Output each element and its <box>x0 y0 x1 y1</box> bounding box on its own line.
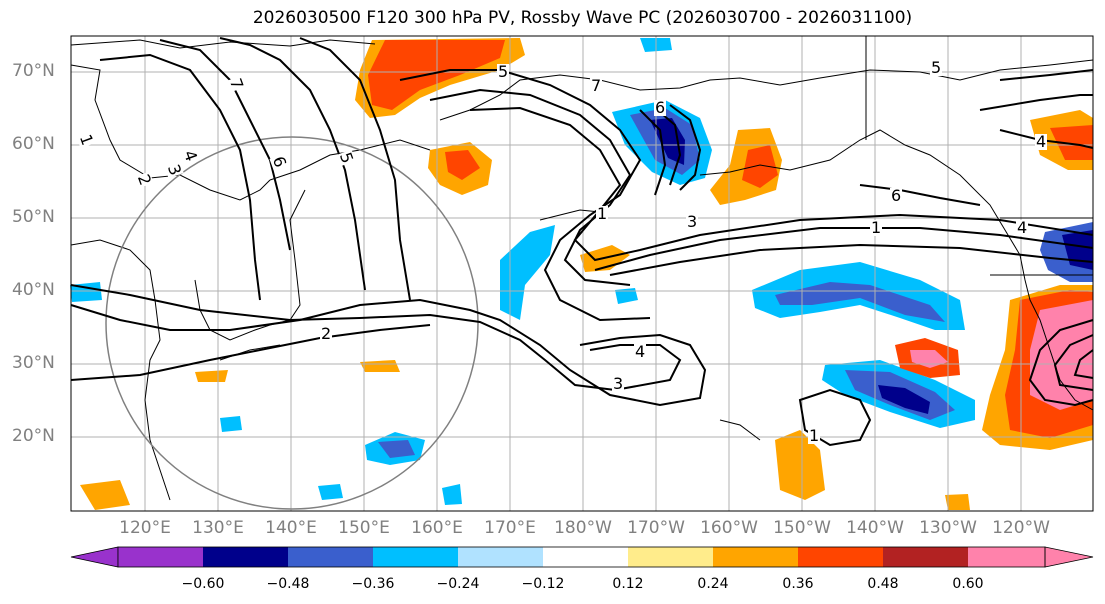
lon-label-140e: 140°E <box>265 518 317 538</box>
colorbar-bin-5 <box>458 547 543 567</box>
contour-label: 6 <box>890 186 903 205</box>
lat-label-70n: 70°N <box>12 61 55 81</box>
contour-label: 4 <box>1016 218 1029 237</box>
lat-label-30n: 30°N <box>12 353 55 373</box>
positive-anomaly-small-6 <box>195 370 228 382</box>
map-background <box>71 36 1093 511</box>
positive-anomaly-kamchatka-core <box>445 150 480 180</box>
positive-anomaly-small-4 <box>360 360 400 372</box>
colorbar-tick: 0.24 <box>697 576 729 592</box>
lat-label-60n: 60°N <box>12 134 55 154</box>
lat-label-20n: 20°N <box>12 426 55 446</box>
colorbar-bin-7 <box>628 547 713 567</box>
negative-anomaly-small-2-core <box>378 440 415 458</box>
contour-label: 1 <box>596 204 609 223</box>
colorbar-bin-4 <box>373 547 458 567</box>
lon-label-120e: 120°E <box>119 518 171 538</box>
colorbar-tick: 0.60 <box>952 576 984 592</box>
colorbar-low-extension <box>70 546 119 568</box>
colorbar-tick: −0.48 <box>266 576 310 592</box>
lat-label-40n: 40°N <box>12 280 55 300</box>
negative-anomaly-small-7 <box>442 484 462 505</box>
contour-label: 7 <box>590 76 603 95</box>
colorbar-bin-10 <box>883 547 968 567</box>
contour-label: 4 <box>634 342 647 361</box>
map-title: 2026030500 F120 300 hPa PV, Rossby Wave … <box>252 8 913 28</box>
positive-anomaly-small-3 <box>80 480 130 510</box>
contour-label: 1 <box>808 426 821 445</box>
lon-label-120w: 120°W <box>992 518 1050 538</box>
colorbar-bin-8 <box>713 547 798 567</box>
negative-anomaly-small-4 <box>220 416 242 432</box>
negative-anomaly-pacific-2-inner <box>878 385 930 414</box>
colorbar-bin-9 <box>798 547 883 567</box>
map-frame <box>70 35 1094 512</box>
contour-label: 4 <box>1035 132 1048 151</box>
colorbar-tick: −0.24 <box>436 576 480 592</box>
colorbar <box>70 546 1094 568</box>
distance-circle <box>105 136 479 510</box>
lon-label-180w: 180°W <box>554 518 612 538</box>
colorbar-tick: −0.12 <box>521 576 565 592</box>
colorbar-bin-11 <box>968 547 1045 567</box>
contour-label: 3 <box>612 374 625 393</box>
contour-label: 5 <box>497 62 510 81</box>
colorbar-bin-2 <box>203 547 288 567</box>
lon-label-130w: 130°W <box>919 518 977 538</box>
lon-label-140w: 140°W <box>846 518 904 538</box>
contour-label: 3 <box>686 212 699 231</box>
lon-label-170e: 170°E <box>484 518 536 538</box>
colorbar-bin-6 <box>543 547 628 567</box>
negative-anomaly-small-1 <box>500 225 555 320</box>
contour-label: 2 <box>320 324 333 343</box>
colorbar-bin-3 <box>288 547 373 567</box>
graticule <box>71 36 1093 511</box>
contour-label: 1 <box>870 218 883 237</box>
negative-anomaly-small-3 <box>318 484 343 500</box>
positive-anomaly-gulf-core <box>742 145 778 188</box>
contour-label: 5 <box>930 58 943 77</box>
colorbar-tick: 0.12 <box>612 576 644 592</box>
negative-anomaly-small-6 <box>615 288 638 304</box>
lon-label-130e: 130°E <box>192 518 244 538</box>
lon-label-150w: 150°W <box>773 518 831 538</box>
colorbar-tick: −0.60 <box>181 576 225 592</box>
lon-label-160e: 160°E <box>411 518 463 538</box>
lon-label-160w: 160°W <box>700 518 758 538</box>
negative-anomaly-pacific-1-core <box>775 282 945 322</box>
lon-label-170w: 170°W <box>627 518 685 538</box>
colorbar-bin-1 <box>118 547 203 567</box>
positive-anomaly-small-2 <box>775 430 825 500</box>
colorbar-tick: −0.36 <box>351 576 395 592</box>
contour-label: 6 <box>654 98 667 117</box>
positive-anomaly-canada-core <box>1050 125 1093 160</box>
colorbar-tick: 0.36 <box>782 576 814 592</box>
colorbar-high-extension <box>1044 546 1094 568</box>
positive-anomaly-small-5 <box>945 494 970 510</box>
lat-label-50n: 50°N <box>12 207 55 227</box>
colorbar-tick: 0.48 <box>867 576 899 592</box>
coastlines <box>70 36 1094 501</box>
pv-contours <box>70 37 1094 447</box>
lon-label-150e: 150°E <box>338 518 390 538</box>
